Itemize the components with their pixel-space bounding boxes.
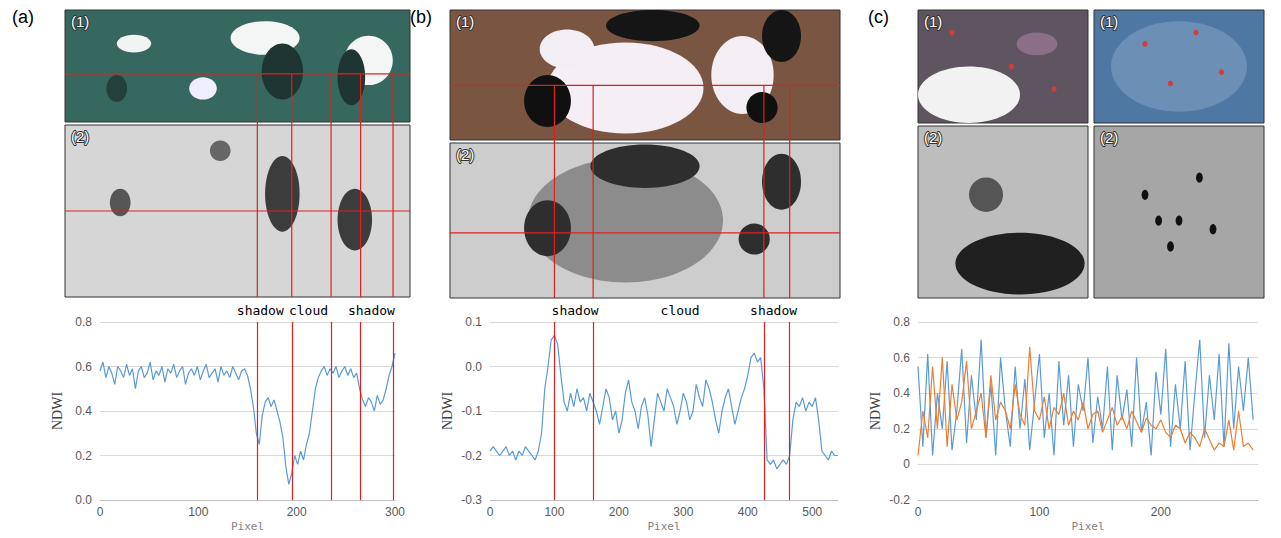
svg-text:0: 0	[97, 505, 104, 519]
svg-text:(2): (2)	[71, 128, 89, 145]
svg-text:0: 0	[915, 505, 922, 519]
svg-text:200: 200	[1151, 505, 1171, 519]
svg-text:0.4: 0.4	[893, 386, 910, 400]
svg-text:100: 100	[1029, 505, 1049, 519]
svg-text:shadow: shadow	[237, 303, 284, 318]
svg-text:(1): (1)	[456, 13, 474, 30]
svg-text:(c): (c)	[868, 7, 889, 27]
svg-text:-0.2: -0.2	[889, 493, 910, 507]
svg-text:(2): (2)	[456, 146, 474, 163]
svg-text:NDWI: NDWI	[868, 392, 883, 430]
svg-text:(1): (1)	[1100, 13, 1118, 30]
svg-text:0: 0	[903, 457, 910, 471]
svg-text:Pixel: Pixel	[647, 520, 680, 533]
svg-text:shadow: shadow	[750, 303, 797, 318]
svg-text:300: 300	[385, 505, 405, 519]
svg-text:shadow: shadow	[348, 303, 395, 318]
svg-text:Pixel: Pixel	[231, 520, 264, 533]
svg-text:400: 400	[738, 505, 758, 519]
svg-text:0.8: 0.8	[893, 315, 910, 329]
svg-text:0: 0	[487, 505, 494, 519]
svg-text:NDWI: NDWI	[50, 392, 65, 430]
svg-text:0.2: 0.2	[75, 449, 92, 463]
svg-text:0.8: 0.8	[75, 315, 92, 329]
svg-text:200: 200	[287, 505, 307, 519]
svg-text:Pixel: Pixel	[1071, 520, 1104, 533]
svg-text:0.4: 0.4	[75, 404, 92, 418]
svg-text:-0.3: -0.3	[461, 493, 482, 507]
svg-text:cloud: cloud	[661, 303, 700, 318]
svg-text:300: 300	[673, 505, 693, 519]
svg-text:200: 200	[609, 505, 629, 519]
svg-text:0.1: 0.1	[465, 315, 482, 329]
svg-text:0.6: 0.6	[893, 351, 910, 365]
svg-text:0.2: 0.2	[893, 422, 910, 436]
svg-text:0.0: 0.0	[465, 360, 482, 374]
svg-text:(1): (1)	[71, 13, 89, 30]
svg-text:(b): (b)	[410, 7, 432, 27]
svg-text:100: 100	[188, 505, 208, 519]
svg-text:(2): (2)	[1100, 129, 1118, 146]
svg-text:NDWI: NDWI	[440, 392, 455, 430]
svg-text:500: 500	[802, 505, 822, 519]
svg-text:(1): (1)	[924, 13, 942, 30]
svg-text:0.0: 0.0	[75, 493, 92, 507]
svg-text:cloud: cloud	[289, 303, 328, 318]
svg-text:-0.1: -0.1	[461, 404, 482, 418]
svg-text:100: 100	[544, 505, 564, 519]
svg-text:0.6: 0.6	[75, 360, 92, 374]
svg-text:shadow: shadow	[552, 303, 599, 318]
svg-text:(a): (a)	[12, 7, 34, 27]
svg-text:-0.2: -0.2	[461, 449, 482, 463]
svg-text:(2): (2)	[924, 129, 942, 146]
